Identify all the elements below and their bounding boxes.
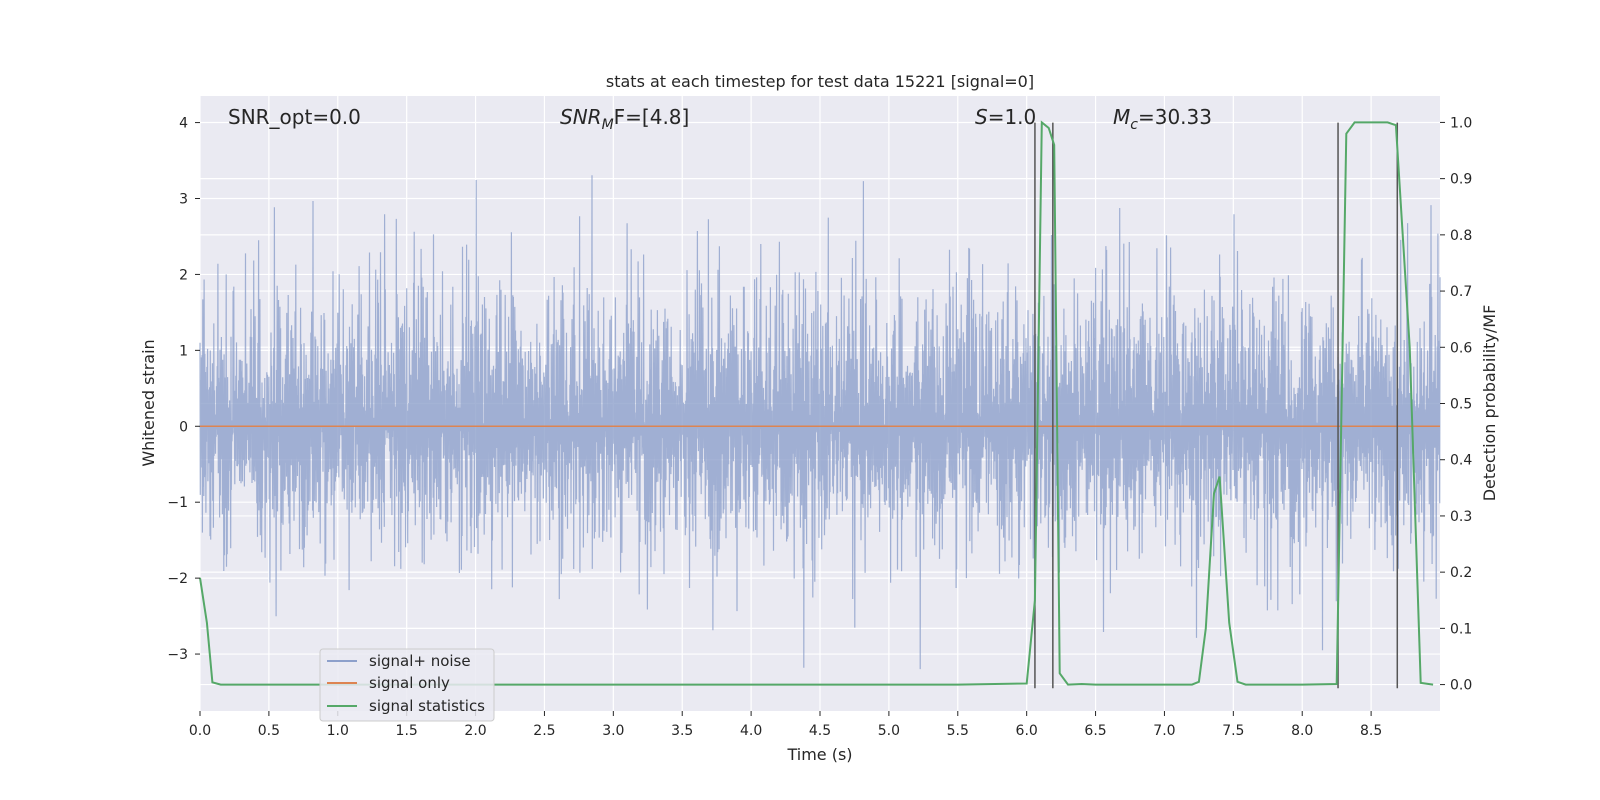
y-tick-label: 3 bbox=[179, 192, 188, 208]
x-tick-label: 3.0 bbox=[602, 723, 624, 739]
snr-mf-main: SNR bbox=[560, 105, 602, 129]
snr-mf-tail: F=[4.8] bbox=[614, 105, 690, 129]
x-tick-label: 6.5 bbox=[1084, 723, 1106, 739]
y-axis-ticks: −3 −2 −1 0 1 2 3 4 bbox=[167, 116, 200, 663]
x-axis-ticks: 0.0 0.5 1.0 1.5 2.0 2.5 3.0 3.5 4.0 4.5 5.0 5.5 6.0 6… bbox=[189, 711, 1382, 739]
x-tick-label: 4.5 bbox=[809, 723, 831, 739]
x-tick-label: 7.5 bbox=[1222, 723, 1244, 739]
annotation-snr-mf: SNRMF=[4.8] bbox=[560, 105, 689, 133]
x-tick-label: 3.5 bbox=[671, 723, 693, 739]
y-tick-label: −2 bbox=[167, 571, 188, 587]
signal-noise-line bbox=[199, 175, 1441, 670]
s-main: S bbox=[975, 105, 988, 129]
legend: signal+ noise signal only signal statist… bbox=[319, 648, 495, 722]
annotation-s: S=1.0 bbox=[975, 105, 1036, 129]
y-tick-label: −1 bbox=[167, 495, 188, 511]
y2-tick-label: 0.4 bbox=[1450, 453, 1472, 469]
legend-label-signal-statistics: signal statistics bbox=[369, 697, 485, 715]
y2-tick-label: 0.2 bbox=[1450, 565, 1472, 581]
y-tick-label: 2 bbox=[179, 267, 188, 283]
legend-label-signal-only: signal only bbox=[369, 674, 450, 692]
legend-box bbox=[319, 648, 495, 722]
y-tick-label: −3 bbox=[167, 647, 188, 663]
x-tick-label: 8.5 bbox=[1360, 723, 1382, 739]
x-tick-label: 1.5 bbox=[396, 723, 418, 739]
y2-tick-label: 0.3 bbox=[1450, 509, 1472, 525]
chart-title: stats at each timestep for test data 152… bbox=[606, 72, 1034, 91]
annotation-mc: Mc=30.33 bbox=[1113, 105, 1212, 133]
y-tick-label: 0 bbox=[179, 419, 188, 435]
y-tick-label: 1 bbox=[179, 343, 188, 359]
y2-tick-label: 1.0 bbox=[1450, 115, 1472, 131]
x-tick-label: 5.5 bbox=[947, 723, 969, 739]
x-tick-label: 7.0 bbox=[1153, 723, 1175, 739]
x-tick-label: 2.0 bbox=[464, 723, 486, 739]
y2-axis-ticks: 0.0 0.1 0.2 0.3 0.4 0.5 0.6 0.7 0.8 0.9 1.0 bbox=[1440, 115, 1472, 694]
x-axis-label: Time (s) bbox=[786, 745, 852, 764]
x-tick-label: 2.5 bbox=[533, 723, 555, 739]
y2-tick-label: 0.0 bbox=[1450, 678, 1472, 694]
y2-tick-label: 0.7 bbox=[1450, 284, 1472, 300]
x-tick-label: 0.0 bbox=[189, 723, 211, 739]
y2-tick-label: 0.6 bbox=[1450, 340, 1472, 356]
x-tick-label: 4.0 bbox=[740, 723, 762, 739]
x-tick-label: 5.0 bbox=[878, 723, 900, 739]
y2-tick-label: 0.1 bbox=[1450, 621, 1472, 637]
legend-label-signal-noise: signal+ noise bbox=[369, 652, 471, 670]
y2-tick-label: 0.5 bbox=[1450, 397, 1472, 413]
series-signal-noise bbox=[199, 175, 1441, 670]
annotation-snr-opt: SNR_opt=0.0 bbox=[228, 105, 361, 129]
y2-tick-label: 0.8 bbox=[1450, 228, 1472, 244]
y-tick-label: 4 bbox=[179, 116, 188, 132]
y2-tick-label: 0.9 bbox=[1450, 172, 1472, 188]
mc-main: M bbox=[1113, 105, 1130, 129]
x-tick-label: 0.5 bbox=[258, 723, 280, 739]
y-axis-label: Whitened strain bbox=[139, 339, 158, 466]
x-tick-label: 6.0 bbox=[1016, 723, 1038, 739]
x-tick-label: 8.0 bbox=[1291, 723, 1313, 739]
mc-tail: =30.33 bbox=[1138, 105, 1212, 129]
mc-sub: c bbox=[1130, 117, 1138, 133]
y2-axis-label: Detection probability/MF bbox=[1480, 305, 1499, 502]
x-tick-label: 1.0 bbox=[327, 723, 349, 739]
snr-mf-sub: M bbox=[602, 117, 614, 133]
s-tail: =1.0 bbox=[988, 105, 1037, 129]
